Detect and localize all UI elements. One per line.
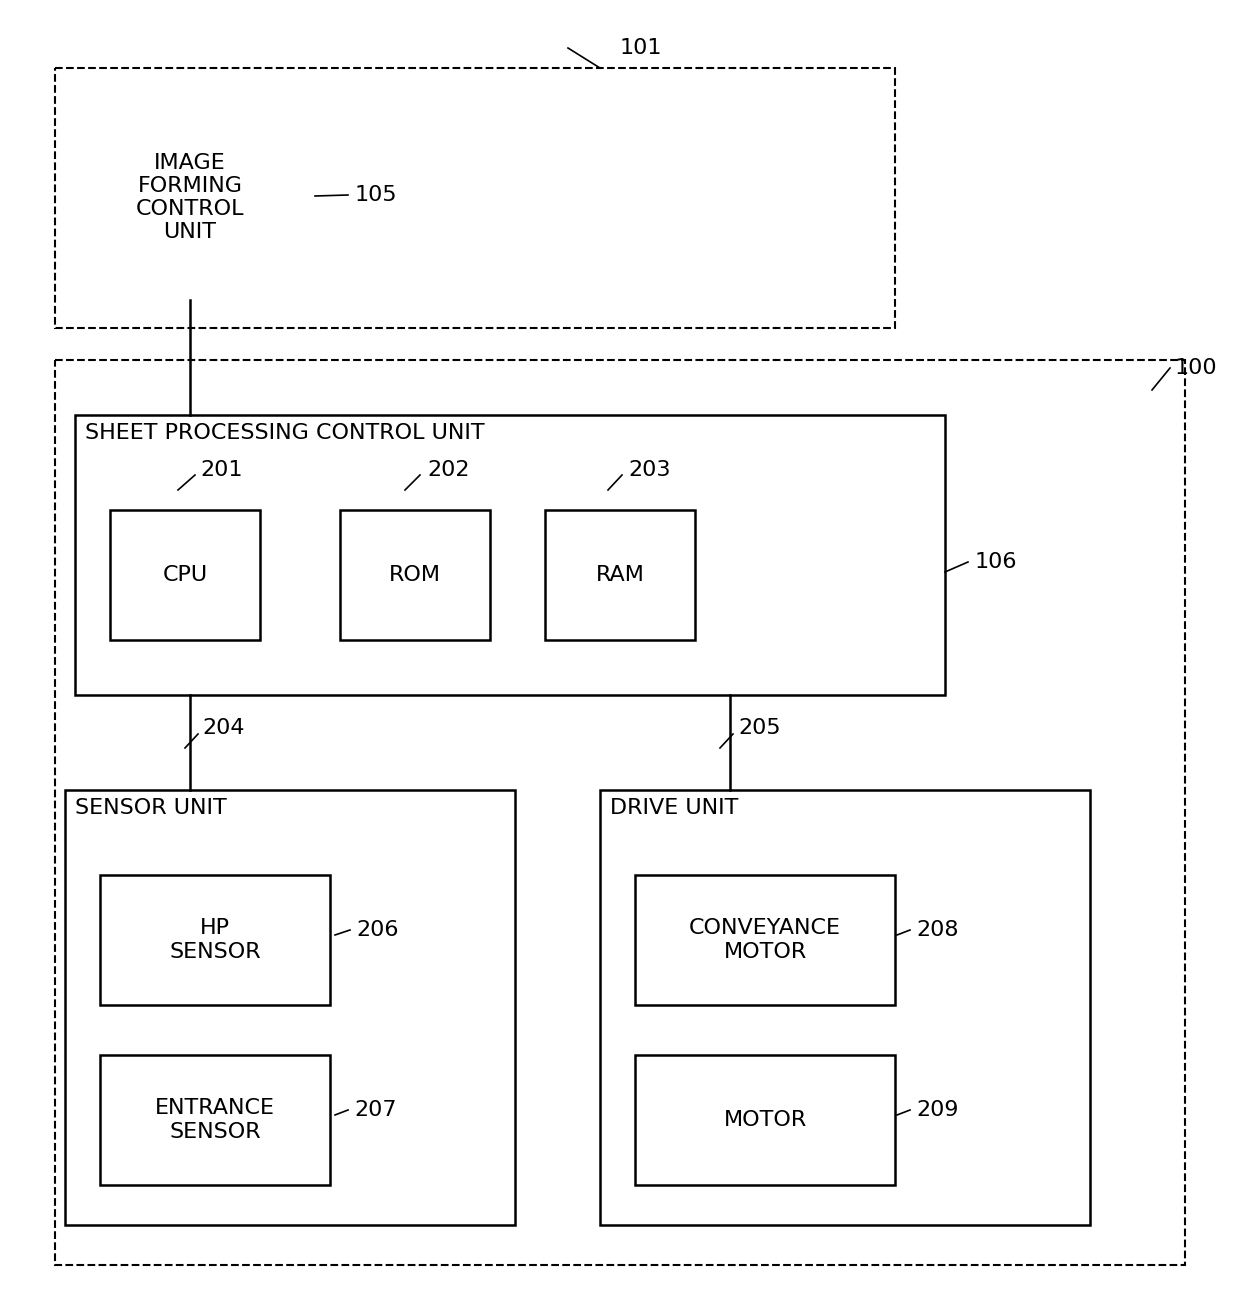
Text: CPU: CPU (162, 565, 207, 586)
Text: DRIVE UNIT: DRIVE UNIT (610, 798, 738, 817)
Bar (546, 510, 694, 641)
Text: 207: 207 (353, 1100, 397, 1120)
Text: RAM: RAM (595, 565, 645, 586)
Text: MOTOR: MOTOR (723, 1110, 807, 1131)
Bar (64, 96, 315, 300)
Bar (600, 790, 1090, 1225)
Bar (100, 875, 330, 1005)
Text: CONVEYANCE
MOTOR: CONVEYANCE MOTOR (689, 918, 841, 962)
Bar (635, 875, 895, 1005)
Text: HP
SENSOR: HP SENSOR (169, 918, 260, 962)
Text: 204: 204 (202, 718, 244, 738)
Text: ENTRANCE
SENSOR: ENTRANCE SENSOR (155, 1098, 275, 1141)
Text: 202: 202 (427, 460, 470, 479)
Bar (55, 68, 895, 328)
Text: SENSOR UNIT: SENSOR UNIT (74, 798, 227, 817)
Text: 106: 106 (975, 552, 1018, 572)
Text: 205: 205 (738, 718, 781, 738)
Text: 208: 208 (916, 920, 959, 941)
Text: IMAGE
FORMING
CONTROL
UNIT: IMAGE FORMING CONTROL UNIT (135, 153, 244, 242)
Bar (340, 510, 490, 641)
Bar (64, 790, 515, 1225)
Bar (55, 360, 1185, 1265)
Text: 203: 203 (627, 460, 671, 479)
Text: 201: 201 (200, 460, 243, 479)
Text: 101: 101 (620, 38, 662, 58)
Bar (110, 510, 260, 641)
Text: 206: 206 (356, 920, 398, 941)
Text: ROM: ROM (389, 565, 441, 586)
Bar (74, 415, 945, 696)
Text: 100: 100 (1176, 358, 1218, 379)
Bar (635, 1055, 895, 1186)
Text: SHEET PROCESSING CONTROL UNIT: SHEET PROCESSING CONTROL UNIT (86, 423, 485, 443)
Text: 105: 105 (355, 185, 398, 204)
Bar (100, 1055, 330, 1186)
Text: 209: 209 (916, 1100, 959, 1120)
